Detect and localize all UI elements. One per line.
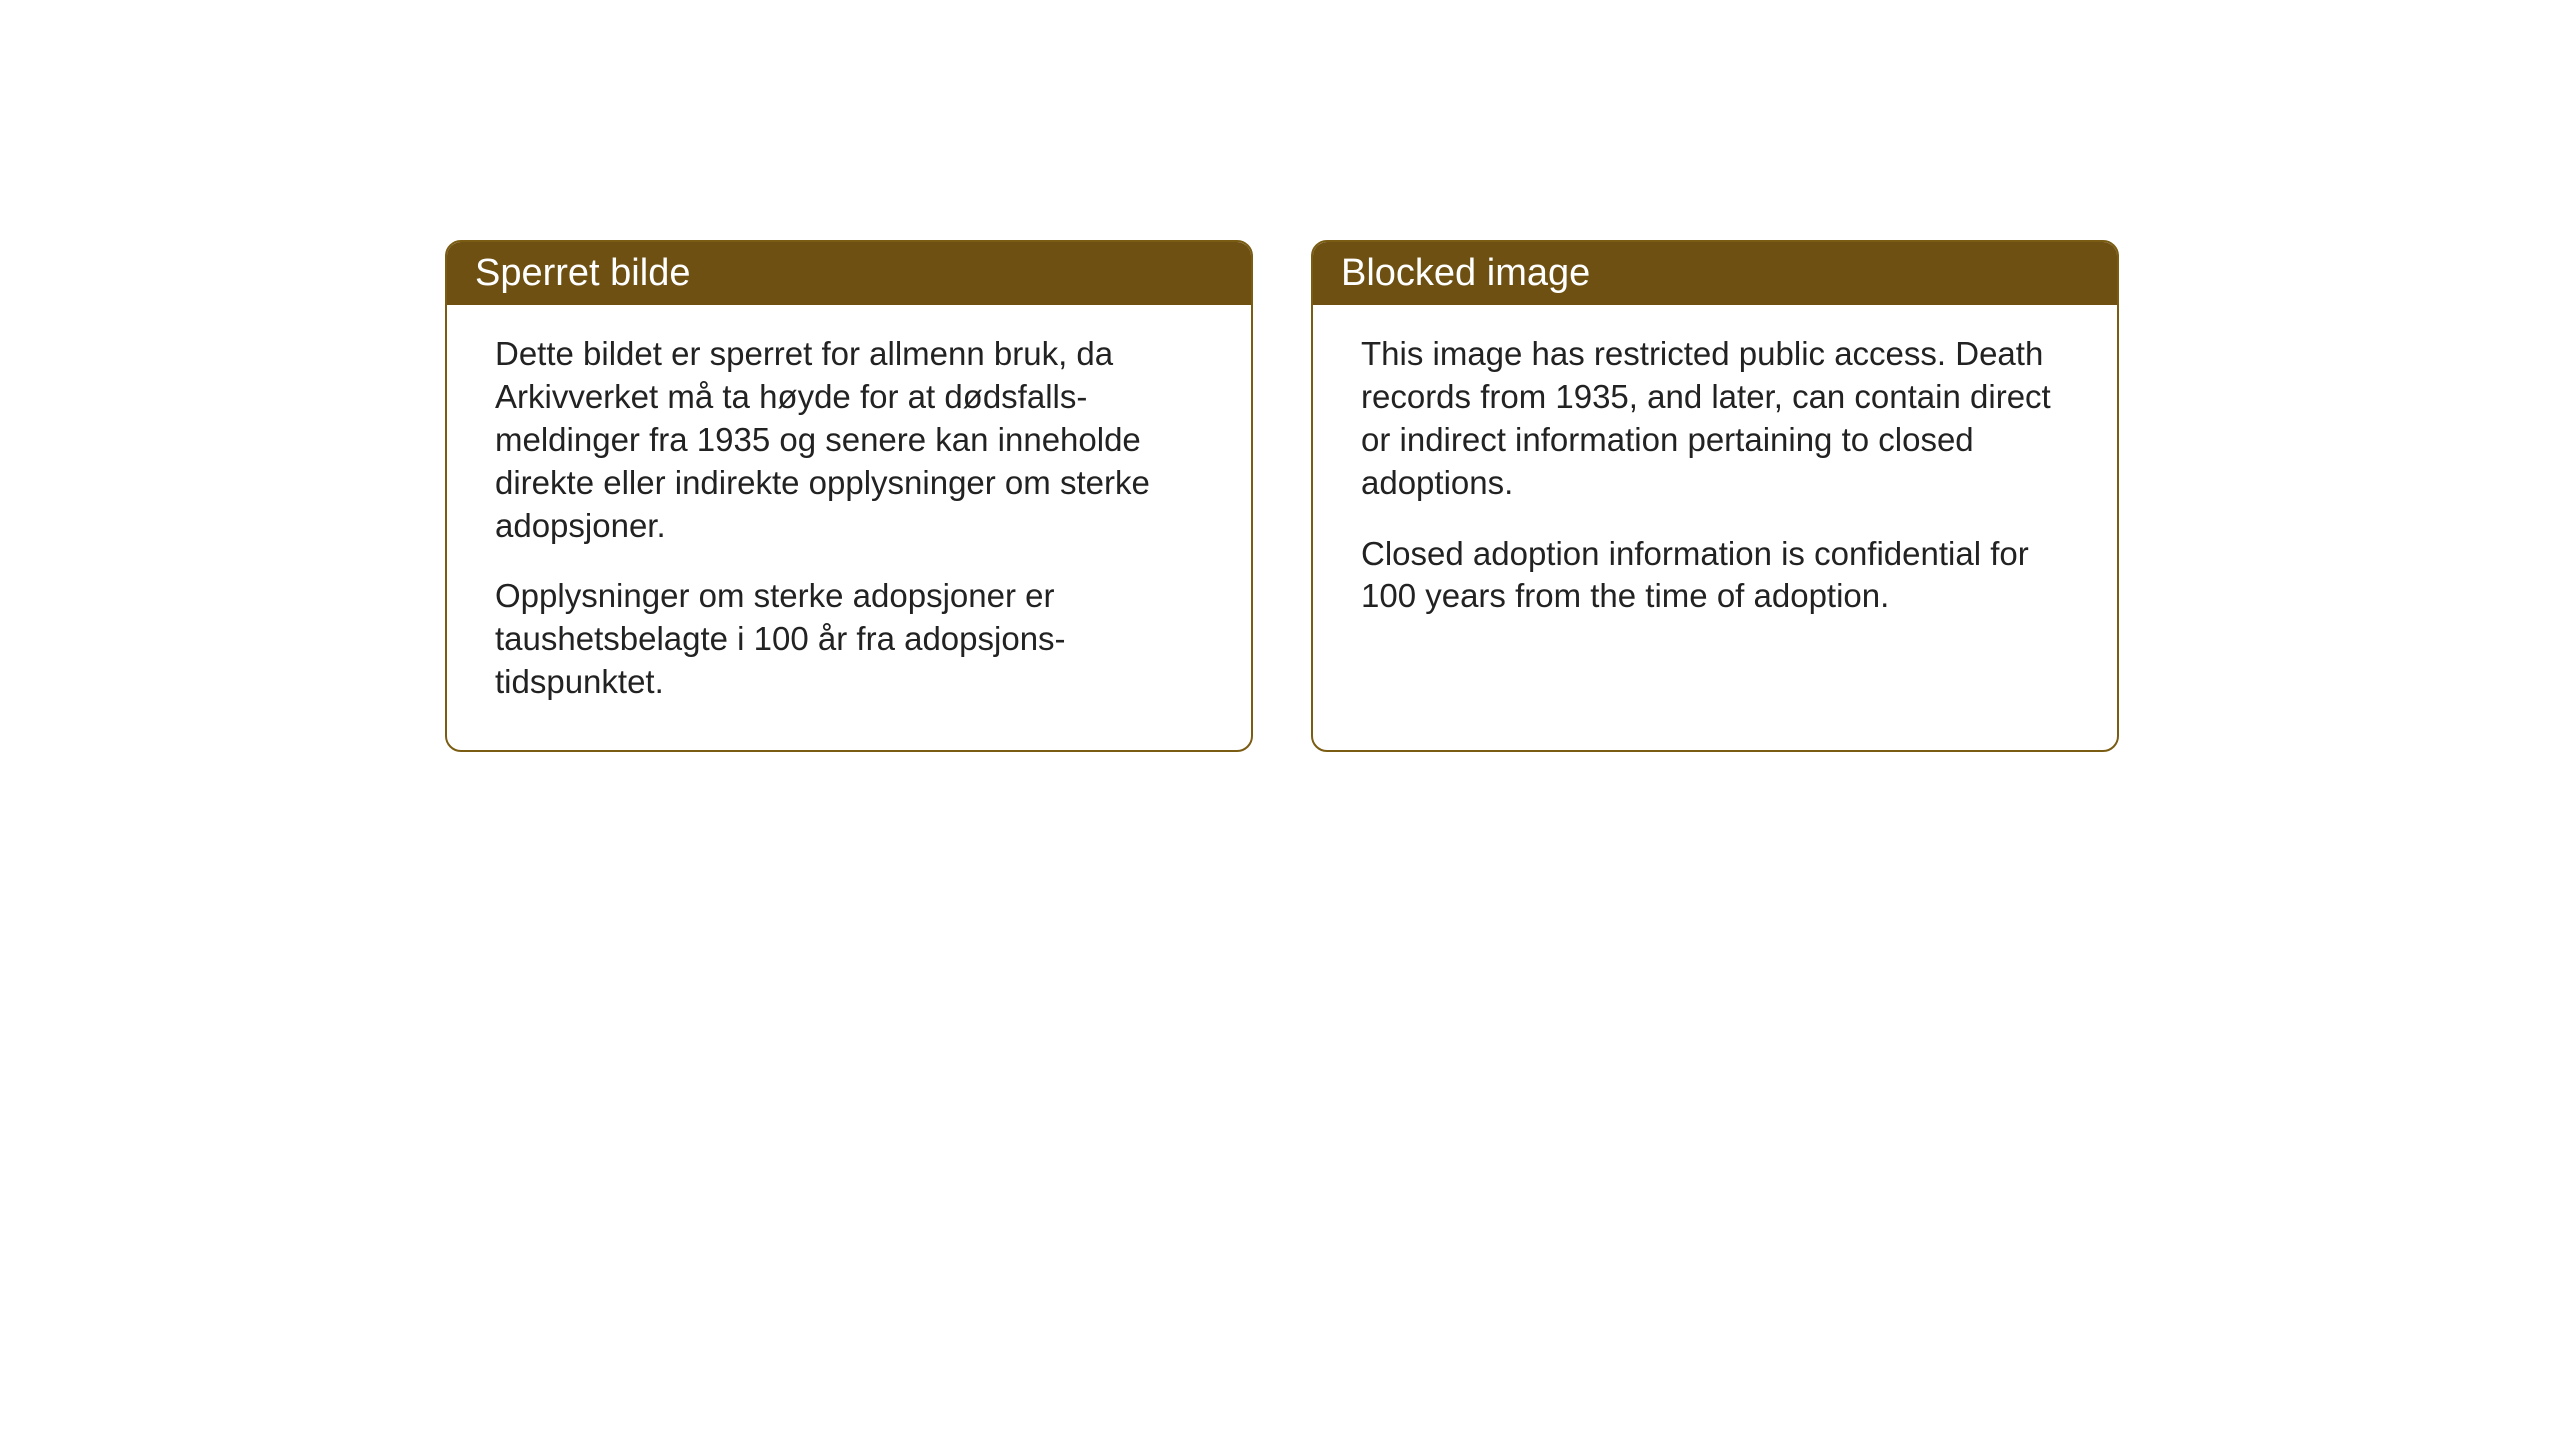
card-header: Sperret bilde (447, 242, 1251, 305)
card-body: This image has restricted public access.… (1313, 305, 2117, 750)
card-title: Blocked image (1341, 252, 1590, 294)
notice-card-norwegian: Sperret bilde Dette bildet er sperret fo… (445, 240, 1253, 752)
card-body: Dette bildet er sperret for allmenn bruk… (447, 305, 1251, 750)
card-paragraph: Closed adoption information is confident… (1361, 533, 2069, 619)
card-title: Sperret bilde (475, 252, 690, 294)
card-paragraph: Opplysninger om sterke adopsjoner er tau… (495, 575, 1203, 704)
notice-card-english: Blocked image This image has restricted … (1311, 240, 2119, 752)
card-paragraph: Dette bildet er sperret for allmenn bruk… (495, 333, 1203, 547)
card-header: Blocked image (1313, 242, 2117, 305)
notice-container: Sperret bilde Dette bildet er sperret fo… (445, 240, 2119, 752)
card-paragraph: This image has restricted public access.… (1361, 333, 2069, 505)
